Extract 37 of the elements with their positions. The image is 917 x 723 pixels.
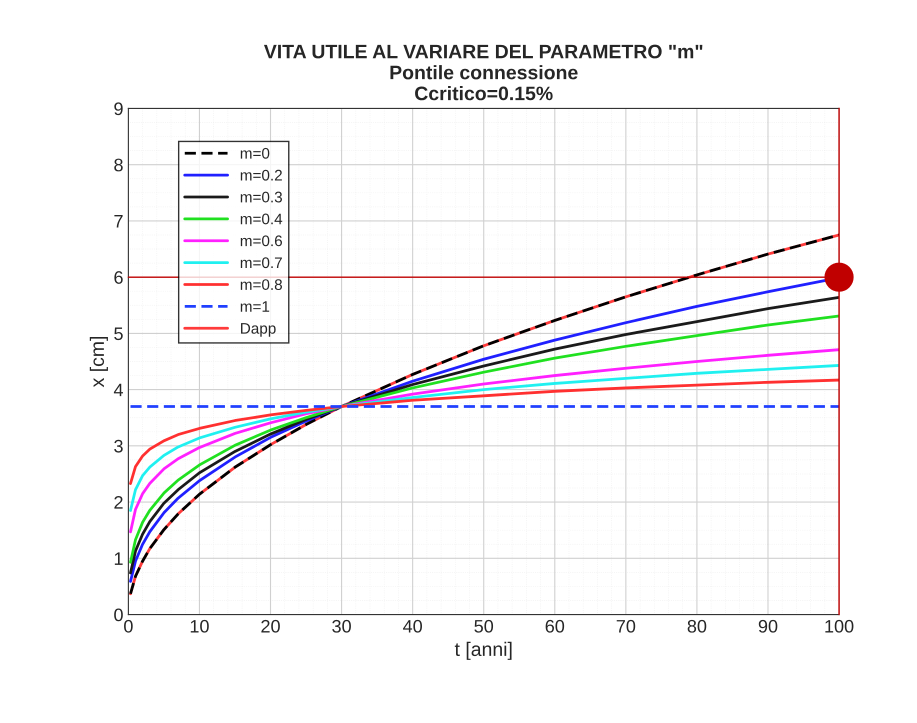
x-tick-label: 0 — [124, 620, 133, 633]
line-series — [129, 348, 840, 534]
x-tick-label: 50 — [474, 620, 494, 633]
legend-label: Dapp — [241, 323, 276, 337]
y-tick-label: 3 — [114, 440, 123, 453]
legend-label: m=0.3 — [240, 192, 282, 202]
y-tick-label: 6 — [114, 271, 123, 284]
chart-title: VITA UTILE AL VARIARE DEL PARAMETRO "m" — [264, 44, 702, 58]
x-tick-label: 100 — [825, 620, 854, 633]
line-series — [129, 234, 840, 596]
y-tick-label: 0 — [114, 608, 123, 622]
legend-label: m=0.2 — [240, 170, 282, 181]
x-tick-label: 30 — [332, 620, 351, 633]
x-tick-label: 90 — [758, 620, 778, 633]
y-tick-label: 4 — [114, 384, 123, 396]
y-tick-label: 5 — [114, 328, 123, 340]
x-tick-label: 80 — [688, 620, 706, 633]
y-tick-label: 8 — [114, 158, 123, 172]
y-tick-label: 1 — [114, 552, 123, 565]
x-axis-title: t [anni] — [454, 642, 512, 660]
x-tick-label: 60 — [546, 620, 564, 633]
legend-label: m=0 — [240, 148, 270, 159]
chart-subtitle: Pontile connessione Ccritico=0.15% — [390, 65, 578, 100]
x-tick-label: 10 — [190, 620, 209, 633]
y-tick-label: 9 — [114, 102, 123, 116]
y-axis-title: x [cm] — [90, 336, 108, 388]
legend-label: m=0.6 — [240, 235, 282, 246]
x-tick-label: 20 — [261, 620, 280, 633]
legend-label: m=0.7 — [240, 257, 282, 268]
y-tick-label: 2 — [114, 496, 123, 509]
x-tick-label: 70 — [616, 620, 636, 633]
legend-label: m=0.8 — [240, 279, 282, 290]
legend-label: m=0.4 — [240, 214, 282, 224]
y-tick-label: 7 — [114, 215, 123, 228]
x-tick-label: 40 — [403, 620, 422, 633]
legend-label: m=1 — [240, 301, 270, 312]
line-series — [129, 364, 840, 512]
